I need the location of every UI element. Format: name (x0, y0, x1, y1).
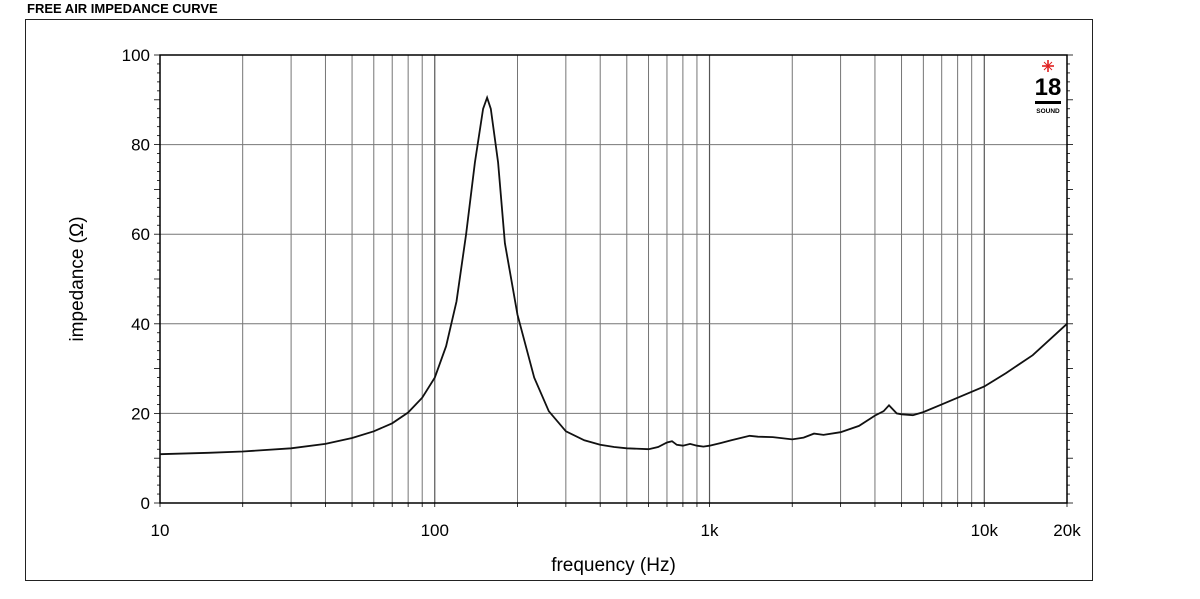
star-icon (1042, 60, 1054, 72)
y-tick-label: 40 (131, 315, 150, 334)
y-tick-label: 60 (131, 225, 150, 244)
grid (160, 55, 1067, 503)
plot-area-border (159, 54, 1068, 504)
brand-logo: 18 SOUND (1031, 58, 1065, 124)
tick-marks (154, 54, 1073, 507)
logo-subtext: SOUND (1036, 108, 1060, 115)
impedance-curve (159, 94, 1068, 456)
page-title: FREE AIR IMPEDANCE CURVE (27, 1, 218, 16)
tick-labels: 0 20 40 60 80 100 10 100 1k 10k 20k (122, 46, 1082, 540)
x-tick-label: 100 (421, 521, 449, 540)
y-tick-label: 80 (131, 136, 150, 155)
chart-frame (25, 19, 1093, 581)
logo-number: 18 (1035, 74, 1062, 101)
x-tick-label: 10k (971, 521, 999, 540)
x-axis-label: frequency (Hz) (551, 555, 676, 576)
x-tick-label: 10 (151, 521, 170, 540)
y-tick-label: 0 (141, 494, 150, 513)
x-tick-label: 20k (1053, 521, 1081, 540)
x-tick-label: 1k (701, 521, 719, 540)
y-axis-label: impedance (Ω) (67, 216, 88, 341)
y-tick-label: 20 (131, 404, 150, 423)
y-tick-label: 100 (122, 46, 150, 65)
